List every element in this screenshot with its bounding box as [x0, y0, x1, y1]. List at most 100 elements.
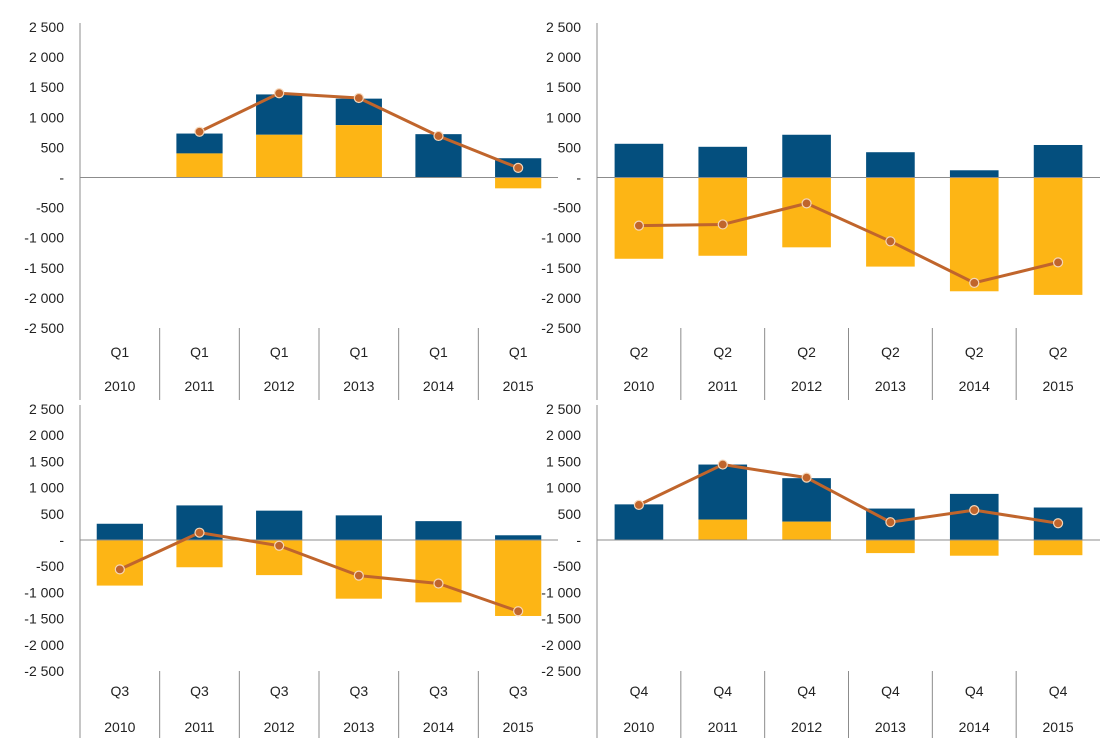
y-tick-label: -500 — [36, 558, 64, 574]
category-year-label: 2013 — [343, 378, 374, 394]
y-tick-label: -2 500 — [24, 320, 64, 336]
category-year-label: 2011 — [708, 378, 738, 394]
bar-dark-2013 — [866, 152, 915, 178]
bar-dark-2015 — [495, 535, 542, 540]
category-year-label: 2011 — [184, 378, 214, 394]
category-quarter-label: Q4 — [965, 683, 984, 699]
category-year-label: 2010 — [623, 378, 654, 394]
y-tick-label: 1 500 — [546, 453, 581, 469]
category-quarter-label: Q1 — [429, 344, 448, 360]
y-tick-label: -2 500 — [541, 320, 581, 336]
line-marker-2011 — [194, 126, 205, 137]
category-year-label: 2014 — [959, 719, 990, 735]
line-marker-2010 — [114, 564, 125, 575]
bar-yellow-2015 — [1033, 177, 1083, 295]
line-marker-2013 — [353, 570, 364, 581]
bar-dark-2013 — [335, 515, 382, 540]
category-year-label: 2015 — [503, 719, 534, 735]
y-tick-label: 1 500 — [29, 453, 64, 469]
category-quarter-label: Q4 — [630, 683, 649, 699]
category-quarter-label: Q2 — [881, 344, 900, 360]
y-tick-label: -2 000 — [541, 637, 581, 653]
bar-dark-2014 — [949, 170, 999, 178]
y-tick-label: 1 000 — [29, 109, 64, 125]
category-year-label: 2012 — [264, 378, 295, 394]
bar-yellow-2011 — [176, 540, 223, 568]
category-year-label: 2014 — [959, 378, 990, 394]
bar-dark-2012 — [782, 134, 831, 178]
bar-yellow-2010 — [614, 177, 664, 259]
category-year-label: 2010 — [104, 378, 135, 394]
y-tick-label: -2 000 — [24, 637, 64, 653]
line-marker-2011 — [194, 527, 205, 538]
series-line — [638, 463, 1059, 525]
line-marker-2011 — [717, 459, 728, 470]
bar-dark-2014 — [949, 493, 999, 540]
category-year-label: 2013 — [343, 719, 374, 735]
category-quarter-label: Q4 — [1049, 683, 1068, 699]
y-tick-label: -1 000 — [24, 584, 64, 600]
y-tick-label: - — [59, 532, 64, 548]
bar-yellow-2013 — [866, 177, 915, 267]
category-quarter-label: Q3 — [509, 683, 528, 699]
category-year-label: 2013 — [875, 719, 906, 735]
category-quarter-label: Q1 — [349, 344, 368, 360]
y-tick-label: -500 — [36, 200, 64, 216]
y-tick-label: -1 500 — [541, 260, 581, 276]
y-tick-label: 500 — [41, 139, 65, 155]
line-marker-2015 — [513, 606, 524, 617]
bar-dark-2011 — [176, 133, 223, 154]
chart-panel-q1: 2 500 2 000 1 500 1 000 500 - -500 -1 000 -1 500… — [24, 19, 558, 400]
bar-yellow-2013 — [335, 125, 382, 178]
y-tick-label: 500 — [41, 506, 65, 522]
y-tick-label: 2 500 — [29, 401, 64, 417]
line-marker-2015 — [1052, 518, 1064, 529]
bar-yellow-2015 — [495, 177, 542, 189]
bar-dark-2010 — [96, 523, 143, 540]
y-tick-label: 2 000 — [546, 49, 581, 65]
line-marker-2010 — [633, 499, 645, 510]
y-tick-label: 1 500 — [29, 79, 64, 95]
category-year-label: 2010 — [104, 719, 135, 735]
line-marker-2011 — [717, 219, 728, 230]
line-marker-2010 — [633, 220, 645, 231]
line-marker-2014 — [969, 505, 980, 516]
category-year-label: 2011 — [708, 719, 738, 735]
line-marker-2014 — [433, 578, 444, 589]
category-year-label: 2012 — [264, 719, 295, 735]
y-tick-label: -2 500 — [541, 663, 581, 679]
category-quarter-label: Q2 — [965, 344, 984, 360]
line-marker-2015 — [513, 162, 524, 173]
y-tick-label: -1 000 — [541, 584, 581, 600]
bar-yellow-2014 — [415, 540, 462, 603]
y-tick-label: -1 500 — [24, 611, 64, 627]
category-year-label: 2012 — [791, 378, 822, 394]
line-marker-2013 — [885, 517, 896, 528]
category-year-label: 2012 — [791, 719, 822, 735]
chart-panel-q2: 2 500 2 000 1 500 1 000 500 - -500 -1 000 -1 500… — [541, 19, 1100, 400]
category-quarter-label: Q3 — [429, 683, 448, 699]
y-tick-label: -2 000 — [24, 290, 64, 306]
y-tick-label: -500 — [553, 558, 581, 574]
y-tick-label: -1 000 — [541, 230, 581, 246]
y-tick-label: -500 — [553, 200, 581, 216]
bar-yellow-2012 — [782, 521, 831, 540]
category-quarter-label: Q1 — [190, 344, 209, 360]
category-quarter-label: Q3 — [270, 683, 289, 699]
y-tick-label: -1 500 — [24, 260, 64, 276]
y-tick-label: 1 000 — [546, 480, 581, 496]
line-marker-2012 — [801, 472, 812, 483]
bar-yellow-2013 — [866, 540, 915, 554]
category-year-label: 2015 — [503, 378, 534, 394]
bar-dark-2014 — [415, 521, 462, 540]
y-tick-label: -2 500 — [24, 663, 64, 679]
category-quarter-label: Q4 — [797, 683, 816, 699]
y-tick-label: -1 500 — [541, 611, 581, 627]
y-tick-label: 2 000 — [29, 49, 64, 65]
line-marker-2014 — [969, 277, 980, 288]
y-tick-label: 2 500 — [546, 401, 581, 417]
category-quarter-label: Q2 — [630, 344, 649, 360]
bar-yellow-2012 — [782, 177, 831, 248]
